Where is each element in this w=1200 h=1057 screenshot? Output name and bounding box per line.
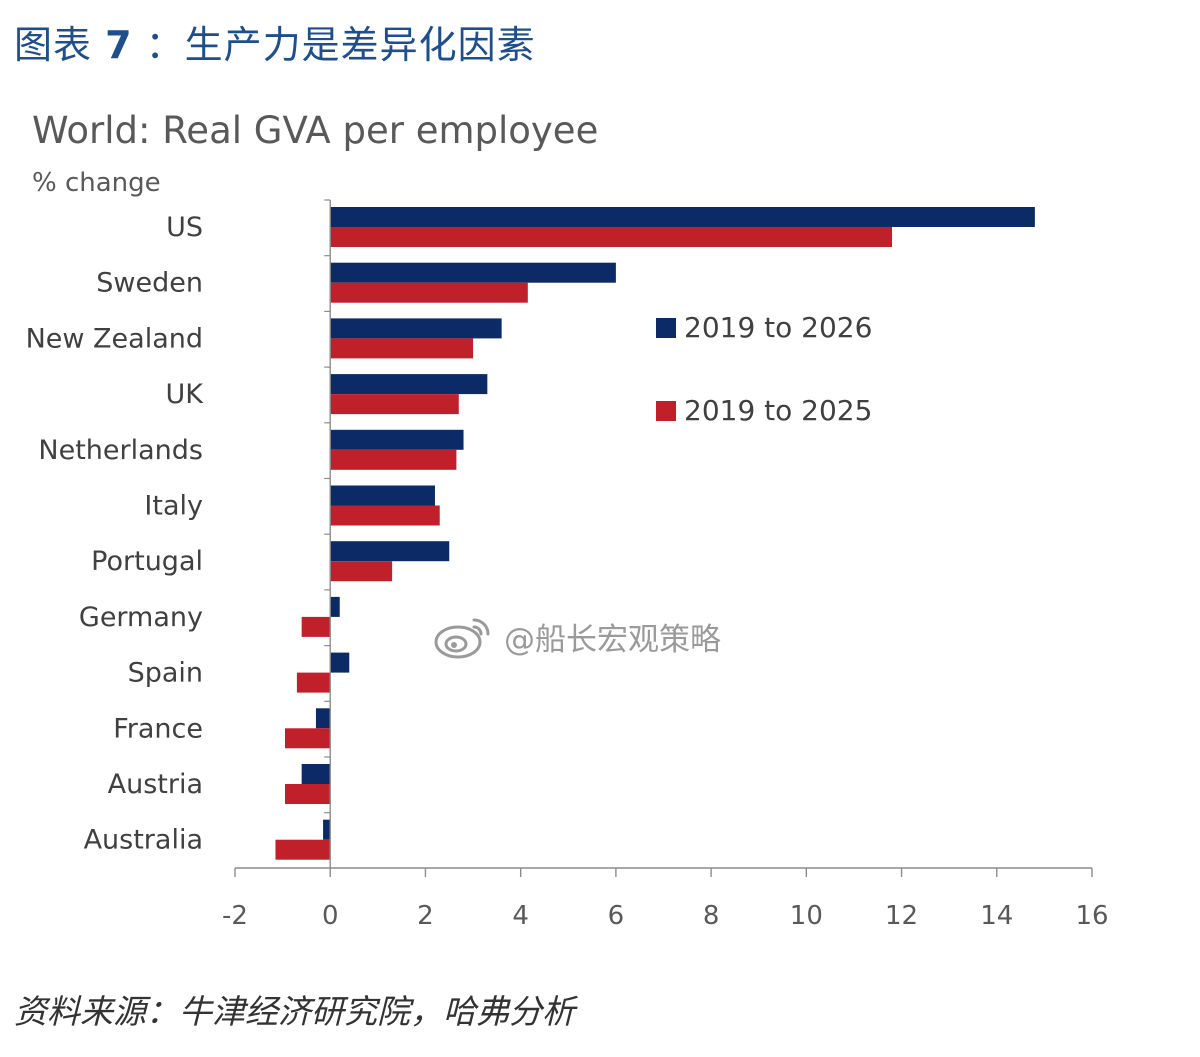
bar-netherlands-series-1 [330, 429, 464, 450]
x-tick-label: -2 [222, 901, 248, 931]
category-label: Sweden [96, 268, 203, 299]
bar-sweden-series-1 [330, 262, 616, 283]
bar-italy-series-1 [330, 485, 435, 506]
bar-france-series-1 [315, 708, 331, 729]
bar-austria-series-2 [284, 784, 331, 804]
bar-us-series-2 [330, 227, 893, 247]
bar-germany-series-1 [330, 596, 340, 617]
bar-new-zealand-series-1 [330, 318, 502, 339]
legend-swatch-series-1 [656, 318, 676, 338]
bar-us-series-1 [330, 207, 1035, 227]
figure-title: 图表 7 ：生产力是差异化因素 [14, 14, 536, 69]
bar-germany-series-2 [301, 616, 331, 637]
bar-portugal-series-2 [330, 561, 393, 582]
bar-australia-series-2 [275, 839, 331, 860]
x-tick-label: 2 [417, 901, 434, 931]
watermark: @船长宏观策略 [432, 612, 721, 660]
bar-netherlands-series-2 [330, 449, 457, 470]
source-note: 资料来源：牛津经济研究院，哈弗分析 [14, 992, 575, 1031]
bar-portugal-series-1 [330, 541, 450, 562]
weibo-logo-icon [434, 618, 490, 659]
x-tick-label: 14 [980, 901, 1013, 931]
category-label: Germany [79, 602, 203, 633]
category-label: UK [166, 379, 205, 410]
bar-uk-series-2 [330, 394, 459, 415]
figure-title-prefix: 图表 [14, 23, 93, 67]
bar-sweden-series-2 [330, 282, 528, 303]
figure-title-text: ：生产力是差异化因素 [145, 23, 536, 67]
bar-uk-series-1 [330, 374, 488, 395]
bar-france-series-2 [284, 728, 331, 749]
x-tick-label: 0 [322, 901, 339, 931]
figure-title-number: 7 [105, 23, 133, 67]
category-label: Australia [84, 825, 203, 856]
bar-australia-series-1 [323, 819, 331, 840]
x-tick-label: 10 [790, 901, 823, 931]
category-label: Italy [144, 491, 203, 522]
chart-title: World: Real GVA per employee [32, 109, 598, 152]
x-tick-label: 6 [608, 901, 625, 931]
category-label: New Zealand [26, 323, 203, 354]
bar-spain-series-2 [296, 672, 331, 693]
bar-austria-series-1 [301, 764, 331, 784]
x-tick-label: 16 [1075, 901, 1108, 931]
bar-new-zealand-series-2 [330, 338, 474, 359]
bar-italy-series-2 [330, 505, 440, 526]
category-label: Portugal [91, 546, 203, 577]
bar-spain-series-1 [330, 652, 350, 673]
category-label: France [113, 713, 203, 744]
category-label: US [166, 212, 203, 243]
category-label: Austria [108, 769, 203, 800]
x-tick-label: 12 [885, 901, 918, 931]
category-label: Netherlands [38, 435, 203, 466]
x-tick-label: 4 [512, 901, 529, 931]
legend-label-series-2: 2019 to 2025 [684, 394, 872, 427]
legend-label-series-1: 2019 to 2026 [684, 311, 872, 344]
legend-swatch-series-2 [656, 401, 676, 421]
watermark-text: @船长宏观策略 [504, 621, 721, 658]
x-tick-label: 8 [703, 901, 720, 931]
y-axis-label: % change [32, 168, 161, 198]
category-label: Spain [128, 658, 203, 689]
